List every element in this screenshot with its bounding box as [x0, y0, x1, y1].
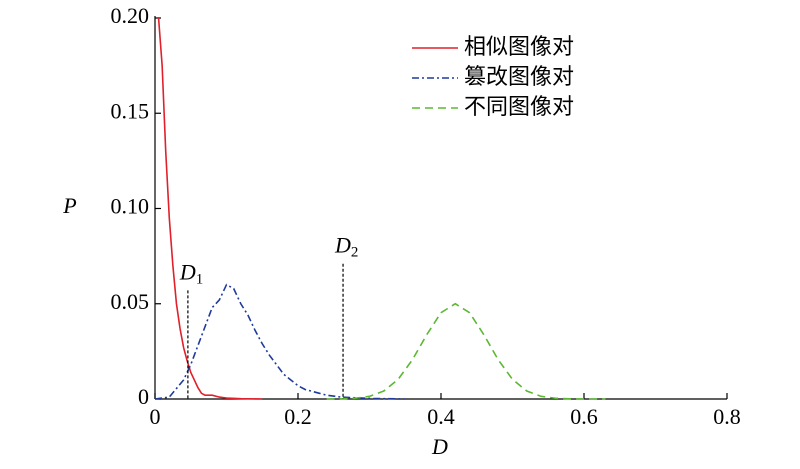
- y-tick-label: 0.10: [111, 194, 150, 219]
- series-line: [154, 283, 406, 400]
- y-axis-label: P: [62, 193, 76, 218]
- threshold-label: D1: [179, 259, 203, 287]
- threshold-letter: D: [334, 233, 351, 258]
- x-axis-label: D: [431, 434, 448, 459]
- x-tick-label: 0: [150, 404, 161, 429]
- threshold-subscript: 2: [351, 245, 359, 261]
- x-tick-label: 0.4: [427, 404, 455, 429]
- y-tick-label: 0.05: [111, 289, 150, 314]
- legend-label: 相似图像对: [464, 35, 574, 60]
- y-tick-label: 0.15: [111, 98, 150, 123]
- threshold-label: D2: [334, 233, 358, 261]
- y-tick-label: 0.20: [111, 3, 150, 28]
- series-line: [326, 302, 606, 400]
- x-tick-label: 0.6: [570, 404, 598, 429]
- threshold-letter: D: [179, 259, 196, 284]
- series-line: [157, 17, 263, 400]
- legend-label: 不同图像对: [464, 95, 574, 120]
- x-tick-label: 0.8: [713, 404, 741, 429]
- legend-label: 篡改图像对: [464, 65, 574, 90]
- threshold-subscript: 1: [196, 272, 204, 288]
- y-tick-label: 0: [138, 384, 149, 409]
- x-tick-label: 0.2: [284, 404, 312, 429]
